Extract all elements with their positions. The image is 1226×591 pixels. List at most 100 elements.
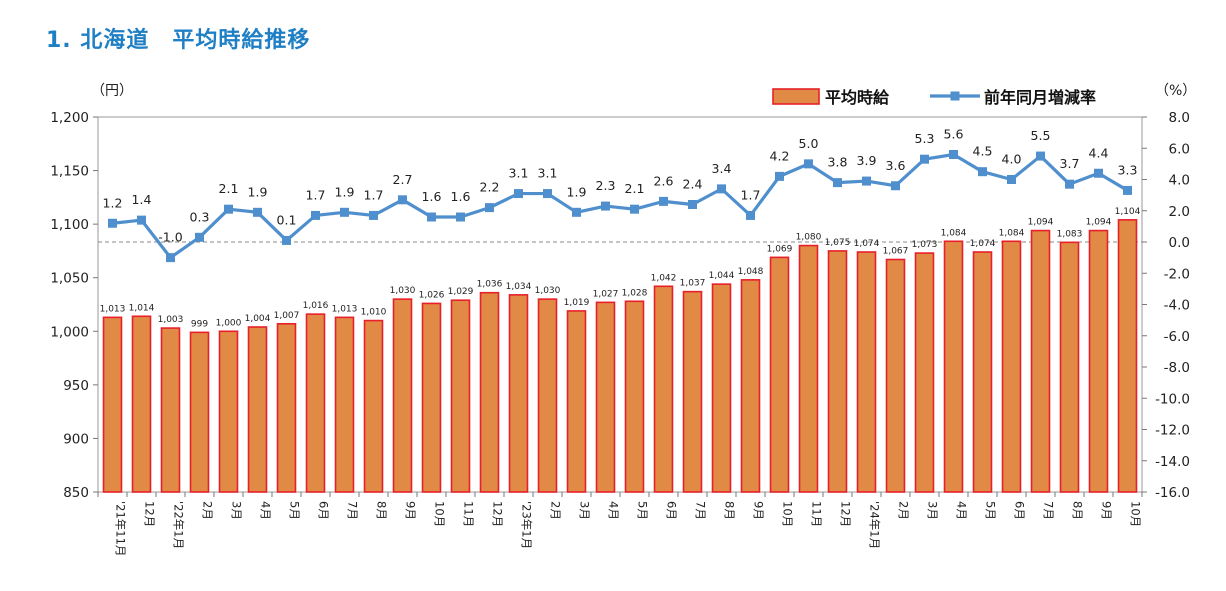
right-axis-tick-label: 0.0 — [1169, 235, 1190, 251]
bar — [363, 319, 384, 493]
legend-bar-label: 平均時給 — [825, 88, 890, 107]
growth-rate-point — [311, 210, 320, 220]
bar-value-label: 1,048 — [738, 267, 764, 277]
bar-value-label: 1,080 — [796, 233, 822, 243]
bar — [102, 316, 123, 493]
growth-rate-point — [1094, 168, 1103, 178]
bar-value-label: 1,000 — [216, 318, 242, 328]
growth-rate-point — [427, 212, 436, 222]
growth-rate-label: 4.4 — [1089, 145, 1109, 160]
left-axis-tick-label: 950 — [63, 378, 89, 394]
bar — [624, 300, 645, 493]
growth-rate-label: 1.9 — [248, 184, 268, 199]
x-axis-label: 4月 — [955, 501, 969, 520]
growth-rate-point — [601, 201, 610, 211]
bar-value-label: 1,075 — [825, 238, 851, 248]
x-axis-label: 11月 — [462, 501, 476, 527]
bar-value-label: 1,036 — [477, 280, 503, 290]
legend-line-marker — [950, 91, 960, 101]
x-axis-label: 8月 — [1071, 501, 1085, 520]
growth-rate-point — [920, 154, 929, 164]
x-axis-label: 7月 — [346, 501, 360, 520]
growth-rate-point — [978, 167, 987, 177]
bar-value-label: 1,074 — [854, 239, 880, 249]
bar-value-label: 1,013 — [332, 304, 358, 314]
growth-rate-label: 3.9 — [857, 153, 877, 168]
growth-rate-label: 3.1 — [538, 166, 558, 181]
growth-rate-point — [514, 189, 523, 199]
right-axis-tick-label: -6.0 — [1164, 329, 1190, 345]
x-axis-label: 4月 — [607, 501, 621, 520]
growth-rate-label: 2.2 — [480, 180, 500, 195]
bar-value-label: 1,044 — [709, 271, 735, 281]
bar-value-label: 1,013 — [100, 304, 126, 314]
x-axis-label: 8月 — [375, 501, 389, 520]
x-axis-label: '21年11月 — [114, 501, 128, 556]
growth-rate-label: 2.6 — [654, 173, 674, 188]
bar-value-label: 1,037 — [680, 279, 706, 289]
page-title: 1. 北海道 平均時給推移 — [46, 28, 311, 53]
axes-layer: 850 900 950 1,000 1,050 1,100 1,150 1,200（円） -16… — [50, 83, 1196, 556]
bar-value-label: 1,094 — [1086, 218, 1112, 228]
growth-rate-point — [340, 207, 349, 217]
bar — [1059, 241, 1080, 493]
bar — [827, 250, 848, 493]
bar — [682, 290, 703, 493]
bar — [740, 279, 761, 493]
growth-rate-label: 3.8 — [828, 155, 848, 170]
growth-rate-point — [166, 253, 175, 263]
bar — [1030, 229, 1051, 493]
growth-rate-label: -1.0 — [158, 230, 182, 245]
legend: 平均時給 前年同月増減率 — [772, 88, 1096, 107]
right-axis-tick-label: -4.0 — [1164, 298, 1190, 314]
bar-value-label: 1,014 — [129, 303, 155, 313]
bar — [508, 294, 529, 493]
x-axis-label: 2月 — [897, 501, 911, 520]
growth-rate-point — [949, 150, 958, 159]
bar — [798, 244, 819, 493]
bar — [160, 327, 181, 493]
growth-rate-point — [108, 218, 117, 228]
x-axis-label: 10月 — [433, 501, 447, 527]
bar-value-label: 1,074 — [970, 239, 996, 249]
growth-rate-label: 4.2 — [770, 148, 790, 163]
x-axis-label: 2月 — [549, 501, 563, 520]
growth-rate-label: 0.1 — [277, 212, 297, 227]
bar — [1088, 229, 1109, 493]
x-axis-label: 8月 — [723, 501, 737, 520]
left-axis-tick-label: 1,150 — [50, 164, 89, 180]
bar-value-label: 1,030 — [390, 286, 416, 296]
growth-rate-label: 3.7 — [1060, 156, 1080, 171]
bar-value-label: 1,010 — [361, 308, 387, 318]
growth-rate-label: 1.9 — [335, 184, 355, 199]
x-axis-label: 11月 — [810, 501, 824, 527]
growth-rate-point — [862, 176, 871, 186]
bar — [392, 298, 413, 493]
growth-rate-point — [746, 210, 755, 220]
growth-rate-point — [804, 159, 813, 169]
growth-rate-label: 4.0 — [1002, 152, 1022, 167]
bar-value-label: 1,028 — [622, 288, 648, 298]
bar-value-label: 1,003 — [158, 315, 184, 325]
growth-rate-label: 5.3 — [915, 131, 935, 146]
growth-rate-point — [1036, 151, 1045, 161]
bar — [218, 330, 239, 493]
bar — [479, 291, 500, 493]
legend-bar-swatch — [772, 88, 820, 105]
growth-rate-label: 5.5 — [1031, 128, 1051, 143]
growth-rate-label: 1.7 — [306, 187, 326, 202]
bar-value-label: 1,084 — [999, 228, 1025, 238]
bar — [537, 298, 558, 493]
bar-value-label: 999 — [191, 319, 208, 329]
growth-rate-point — [717, 184, 726, 194]
bar-value-label: 1,030 — [535, 286, 561, 296]
growth-rate-label: 1.9 — [567, 184, 587, 199]
x-axis-label: 6月 — [317, 501, 331, 520]
bar — [566, 310, 587, 493]
bar — [885, 258, 906, 493]
right-axis-tick-label: -2.0 — [1164, 266, 1190, 282]
growth-rate-label: 2.3 — [596, 178, 616, 193]
x-axis-label: '24年1月 — [868, 501, 882, 549]
bar — [276, 322, 297, 493]
growth-rate-label: 1.7 — [741, 187, 761, 202]
